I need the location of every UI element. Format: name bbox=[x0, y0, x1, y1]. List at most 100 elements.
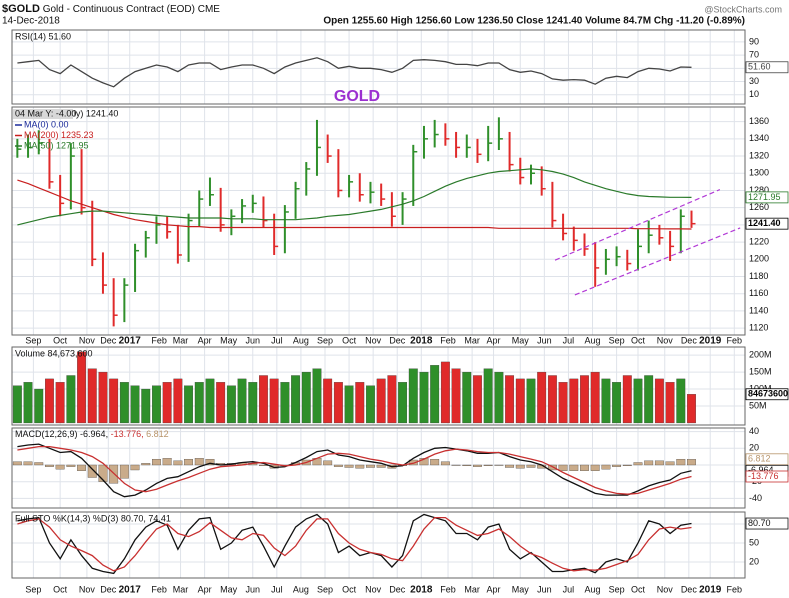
histogram-bar bbox=[23, 461, 33, 466]
price-bar bbox=[369, 181, 375, 204]
legend: Volume 84,673,600 bbox=[15, 348, 93, 358]
y-tick-label: 1340 bbox=[749, 133, 769, 143]
price-bar bbox=[615, 246, 621, 267]
symbol: $GOLD bbox=[2, 3, 40, 15]
x-tick-label: Dec bbox=[100, 584, 117, 594]
price-bar bbox=[433, 119, 439, 148]
volume-bar bbox=[515, 378, 525, 424]
x-tick-label: Jun bbox=[537, 335, 552, 345]
y-tick-label: 70 bbox=[749, 49, 759, 59]
x-tick-label: Mar bbox=[173, 335, 189, 345]
y-tick-label: 1320 bbox=[749, 150, 769, 160]
price-bar bbox=[59, 174, 65, 217]
panel-border bbox=[11, 511, 746, 579]
annotation: GOLD bbox=[334, 88, 380, 105]
y-tick-label: 1140 bbox=[749, 305, 768, 315]
x-tick-label: Oct bbox=[342, 335, 357, 345]
histogram-bar bbox=[408, 459, 418, 466]
header-title: $GOLD Gold - Continuous Contract (EOD) C… bbox=[2, 3, 220, 15]
price-bar bbox=[380, 183, 386, 206]
histogram-bar bbox=[569, 464, 579, 471]
y-tick-label: 1120 bbox=[749, 322, 768, 332]
histogram-bar bbox=[98, 464, 108, 482]
volume-bar bbox=[344, 385, 354, 424]
x-tick-label: Sep bbox=[25, 335, 41, 345]
price-bar bbox=[583, 233, 589, 256]
histogram-bar bbox=[622, 464, 632, 466]
x-tick-label: Jul bbox=[563, 335, 575, 345]
last-value-label: 1241.40 bbox=[748, 218, 781, 228]
price-bar bbox=[144, 230, 150, 258]
legend-part: -6.964, bbox=[80, 429, 108, 439]
x-tick-label: Dec bbox=[100, 335, 117, 345]
histogram-bar bbox=[45, 464, 54, 467]
legend-part: 6.812 bbox=[146, 429, 169, 439]
x-tick-label: Mar bbox=[173, 584, 189, 594]
x-tick-label: Jun bbox=[246, 335, 261, 345]
volume-bar bbox=[462, 371, 472, 424]
y-tick-label: 90 bbox=[749, 36, 759, 46]
x-tick-label: Sep bbox=[317, 335, 333, 345]
volume-bar bbox=[109, 378, 119, 424]
volume-bar bbox=[34, 388, 44, 424]
price-bar bbox=[412, 144, 418, 206]
volume-bar bbox=[194, 382, 204, 424]
volume-bar bbox=[654, 378, 664, 424]
price-bar bbox=[529, 164, 535, 185]
x-tick-label: Nov bbox=[79, 584, 96, 594]
x-tick-label: Sep bbox=[317, 584, 333, 594]
indicator-line bbox=[17, 516, 692, 572]
price-bar bbox=[647, 220, 653, 254]
volume-bar bbox=[387, 375, 397, 424]
x-tick-label: Dec bbox=[389, 335, 406, 345]
volume-bar bbox=[23, 382, 33, 424]
y-tick-label: 1280 bbox=[749, 185, 769, 195]
volume-bar bbox=[173, 378, 183, 424]
histogram-bar bbox=[515, 464, 525, 469]
histogram-bar bbox=[430, 458, 440, 466]
x-tick-label: Aug bbox=[585, 584, 601, 594]
x-tick-label: Nov bbox=[79, 335, 96, 345]
y-tick-label: 10 bbox=[749, 89, 759, 99]
last-value-label: 6.812 bbox=[748, 454, 771, 464]
panel-border bbox=[11, 106, 746, 336]
last-value-box bbox=[745, 470, 789, 483]
volume-bar bbox=[77, 351, 86, 424]
price-bar bbox=[551, 181, 557, 228]
x-tick-label: 2017 bbox=[119, 585, 142, 596]
x-tick-label: Feb bbox=[440, 584, 456, 594]
price-bar bbox=[487, 125, 493, 162]
x-tick-label: Jul bbox=[271, 335, 283, 345]
price-bar bbox=[101, 252, 107, 294]
histogram-bar bbox=[440, 461, 450, 466]
price-bar bbox=[358, 173, 364, 202]
price-bar bbox=[455, 131, 461, 158]
y-tick-label: 40 bbox=[749, 426, 759, 436]
volume-bar bbox=[547, 375, 557, 424]
histogram-bar bbox=[494, 464, 504, 466]
volume-bar bbox=[152, 385, 161, 424]
price-bar bbox=[604, 248, 610, 275]
histogram-bar bbox=[205, 458, 215, 466]
price-bar bbox=[519, 157, 525, 185]
histogram-bar bbox=[109, 464, 119, 484]
x-tick-label: Oct bbox=[53, 335, 68, 345]
y-tick-label: 1260 bbox=[749, 202, 769, 212]
histogram-bar bbox=[12, 461, 22, 466]
price-bar bbox=[476, 138, 482, 163]
volume-bar bbox=[494, 371, 504, 424]
y-tick-label: 20 bbox=[749, 443, 759, 453]
x-tick-label: Sep bbox=[609, 335, 625, 345]
x-tick-label: 2019 bbox=[699, 336, 722, 347]
x-tick-label: Aug bbox=[293, 584, 309, 594]
price-bar bbox=[508, 131, 514, 172]
price-bar bbox=[669, 230, 675, 262]
last-value-box bbox=[745, 388, 789, 401]
price-bar bbox=[283, 205, 289, 254]
volume-bar bbox=[130, 385, 140, 424]
moving-average bbox=[17, 168, 692, 226]
volume-bar bbox=[419, 371, 429, 424]
histogram-bar bbox=[323, 460, 333, 466]
y-tick-label: 200M bbox=[749, 350, 772, 360]
last-value-label: 1271.95 bbox=[748, 192, 781, 202]
